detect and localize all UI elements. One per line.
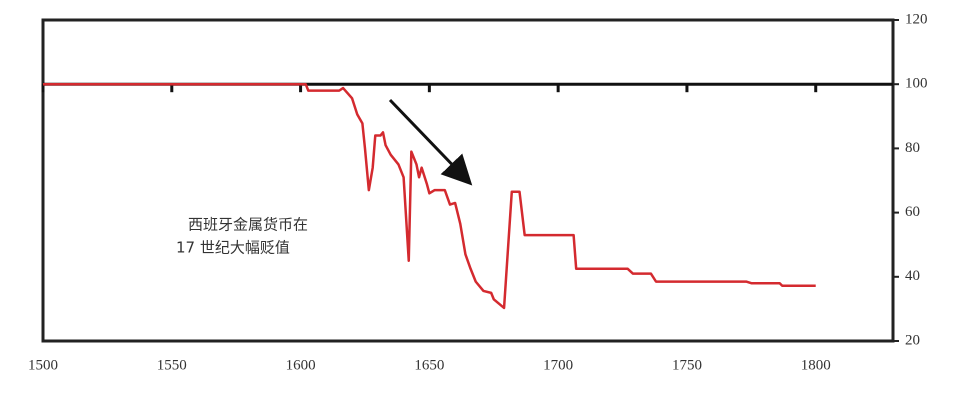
- y-tick-label: 20: [905, 332, 920, 348]
- x-tick-label: 1800: [801, 357, 831, 373]
- data-line: [43, 82, 816, 310]
- x-tick-label: 1750: [672, 357, 702, 373]
- x-tick-label: 1650: [414, 357, 444, 373]
- y-tick-label: 120: [905, 11, 928, 27]
- x-tick-label: 1700: [543, 357, 573, 373]
- x-tick-label: 1500: [28, 357, 58, 373]
- y-tick-label: 80: [905, 140, 920, 156]
- x-tick-label: 1600: [286, 357, 316, 373]
- plot-frame: [41, 18, 895, 343]
- annotation: 西班牙金属货币在: [188, 216, 308, 234]
- y-tick-label: 40: [905, 268, 920, 284]
- x-tick-label: 1550: [157, 357, 187, 373]
- y-tick-label: 60: [905, 204, 920, 220]
- arrow: [388, 98, 473, 186]
- y-tick-label: 100: [905, 76, 928, 92]
- annotation: 17 世纪大幅贬值: [176, 239, 290, 257]
